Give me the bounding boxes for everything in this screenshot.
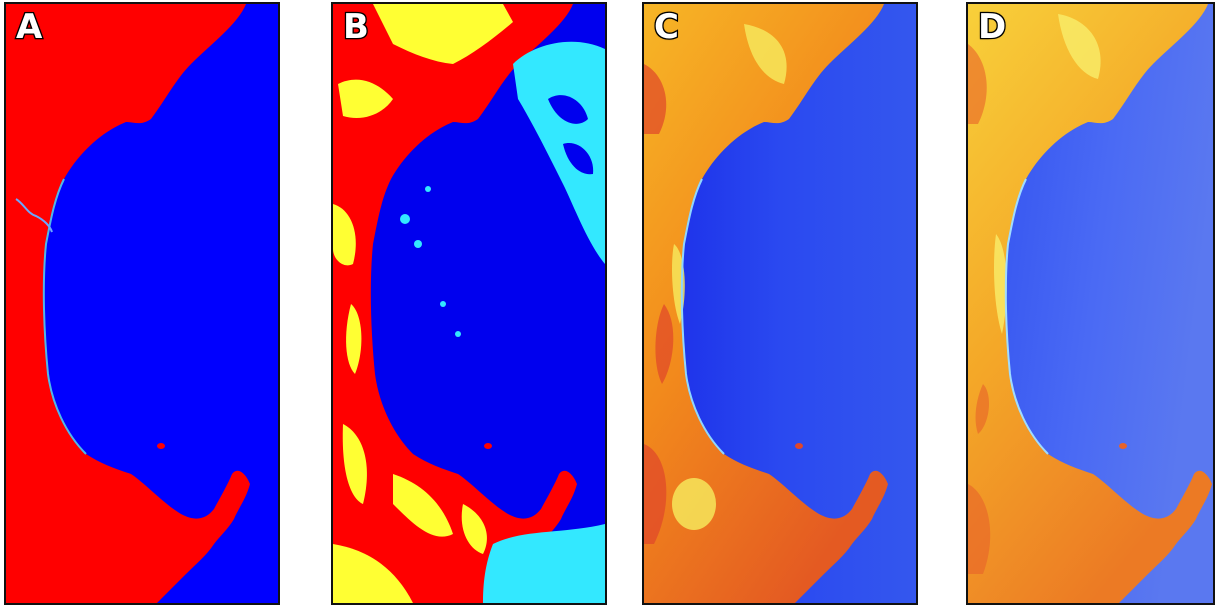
river-line [15, 198, 53, 233]
index-map-d [968, 4, 1213, 603]
coast-shoreline [680, 178, 725, 455]
panel-d: D [966, 2, 1215, 605]
island-mark [1119, 443, 1127, 449]
panel-a: A [4, 2, 280, 605]
island-mark [484, 443, 492, 449]
cloud-patches [400, 41, 605, 603]
panel-b: B [331, 2, 607, 605]
panel-c: C [642, 2, 918, 605]
panel-label-a: A [15, 7, 44, 47]
panel-label-b: B [342, 7, 370, 47]
island-mark [795, 443, 803, 449]
land-texture [968, 44, 991, 574]
coast-shoreline [42, 178, 87, 455]
panel-label-c: C [653, 7, 680, 47]
cloud-shadow-patches [548, 95, 594, 175]
coast-shoreline [1004, 178, 1049, 455]
classification-map-a [6, 4, 278, 603]
bright-land-patches [994, 14, 1101, 334]
land-texture [644, 64, 674, 544]
island-mark [157, 443, 165, 449]
classification-map-b [333, 4, 605, 603]
highland-patches [333, 4, 513, 603]
index-map-c [644, 4, 916, 603]
panel-label-d: D [977, 7, 1008, 47]
